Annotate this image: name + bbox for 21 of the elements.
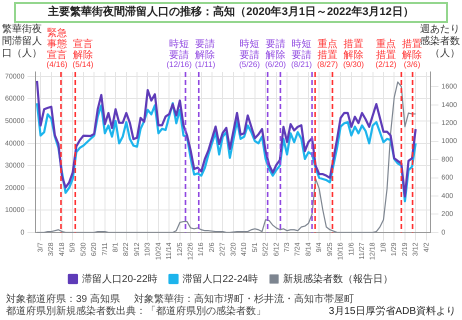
ref-line-label: 重点措置(8/27) xyxy=(317,38,338,70)
text: 3月15日厚労省ADB資料より xyxy=(328,306,456,318)
text: 対象繁華街：高知市堺町・杉井流・高知市帯屋町 xyxy=(134,294,354,306)
ref-line-label: 要請解除(1/11) xyxy=(194,38,216,70)
text: 対象都道府県：39 高知県 xyxy=(6,294,120,306)
ref-line-label: 時短要請(8/21) xyxy=(291,38,312,70)
ref-line-label: 措置解除(9/30) xyxy=(343,38,364,70)
text: 都道府県別新規感染者数出典：「都道府県別の感染者数」 xyxy=(6,306,266,318)
legend-label: 滞留人口22-24時 xyxy=(182,272,258,285)
legend-label: 新規感染者数（報告日） xyxy=(283,272,394,285)
ref-line-label: 措置解除(3/6) xyxy=(402,38,422,70)
ref-line-label: 時短要請(5/26) xyxy=(239,38,260,70)
y2-axis-title: 週あたり感染者数（人） xyxy=(420,24,460,59)
ref-line-label: 要請解除(6/20) xyxy=(265,38,286,70)
chart-title: 主要繁華街夜間滞留人口の推移：高知（2020年3月1日～2022年3月12日） xyxy=(14,2,448,23)
y-axis-title: 繁華街夜間滞留人口（人） xyxy=(2,22,42,59)
ref-line-label: 緊急事態宣言(4/16) xyxy=(46,26,68,70)
ref-line-label: 宣言解除(5/14) xyxy=(72,38,94,70)
ref-line-label: 重点措置(2/12) xyxy=(376,38,397,70)
ref-line-label: 時短要請(12/16) xyxy=(166,38,192,70)
legend-label: 滞留人口20-22時 xyxy=(82,272,158,285)
